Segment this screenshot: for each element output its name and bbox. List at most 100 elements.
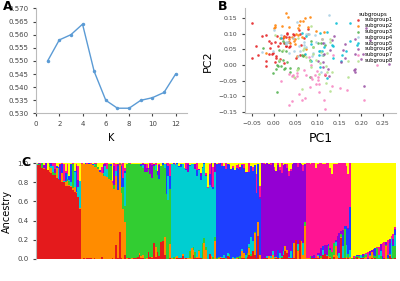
Bar bbox=[376, 248, 378, 259]
Bar bbox=[96, 167, 97, 259]
Bar bbox=[302, 165, 304, 171]
subgroup8 bbox=[301, 46, 308, 51]
Bar bbox=[340, 238, 342, 259]
Bar bbox=[243, 258, 245, 259]
Bar bbox=[61, 164, 63, 173]
Bar bbox=[299, 164, 301, 240]
Bar bbox=[356, 257, 358, 259]
Bar bbox=[142, 168, 144, 255]
Bar bbox=[101, 257, 102, 259]
subgroup1 bbox=[283, 44, 289, 48]
subgroup4 bbox=[284, 40, 291, 45]
Bar bbox=[187, 164, 189, 172]
Bar bbox=[79, 181, 81, 208]
Bar bbox=[63, 181, 65, 182]
Bar bbox=[369, 255, 371, 256]
subgroup1 bbox=[322, 73, 328, 77]
subgroup5 bbox=[302, 52, 308, 56]
Bar bbox=[347, 164, 349, 174]
Bar bbox=[200, 176, 202, 180]
subgroup5 bbox=[329, 43, 336, 47]
subgroup7 bbox=[278, 79, 284, 83]
Bar bbox=[286, 253, 288, 259]
Bar bbox=[243, 169, 245, 253]
Bar bbox=[223, 258, 225, 259]
Bar bbox=[259, 197, 261, 199]
Bar bbox=[349, 207, 351, 250]
Bar bbox=[94, 164, 96, 166]
subgroup1 bbox=[263, 58, 269, 63]
Bar bbox=[85, 164, 86, 259]
subgroup1 bbox=[301, 36, 308, 40]
Bar bbox=[261, 164, 263, 259]
Bar bbox=[146, 164, 148, 168]
subgroup6 bbox=[327, 48, 334, 52]
Bar bbox=[193, 255, 194, 259]
subgroup4 bbox=[326, 13, 333, 17]
Bar bbox=[347, 258, 349, 259]
subgroup1 bbox=[281, 41, 287, 46]
Bar bbox=[205, 247, 207, 250]
subgroup5 bbox=[321, 45, 327, 49]
Bar bbox=[241, 249, 243, 251]
Bar bbox=[60, 164, 61, 179]
Bar bbox=[367, 252, 369, 259]
subgroup6 bbox=[351, 68, 358, 72]
Bar bbox=[252, 251, 254, 259]
Bar bbox=[196, 170, 198, 176]
Bar bbox=[333, 164, 335, 243]
Bar bbox=[114, 166, 115, 185]
subgroup3 bbox=[278, 64, 284, 68]
Bar bbox=[99, 164, 101, 170]
subgroup1 bbox=[283, 44, 290, 49]
Bar bbox=[335, 240, 337, 241]
subgroup4 bbox=[320, 41, 327, 46]
subgroup1 bbox=[255, 53, 262, 58]
subgroup1 bbox=[286, 44, 292, 49]
Bar bbox=[337, 164, 338, 235]
subgroup7 bbox=[344, 88, 350, 92]
subgroup3 bbox=[260, 46, 266, 51]
Bar bbox=[274, 257, 276, 258]
Bar bbox=[36, 165, 38, 259]
Bar bbox=[196, 258, 198, 259]
subgroup8 bbox=[299, 48, 306, 53]
Bar bbox=[211, 164, 212, 187]
subgroup8 bbox=[328, 70, 335, 74]
Bar bbox=[304, 222, 306, 226]
Bar bbox=[124, 164, 126, 168]
Bar bbox=[250, 256, 252, 259]
subgroup3 bbox=[286, 66, 293, 70]
Bar bbox=[50, 166, 52, 168]
subgroup5 bbox=[303, 34, 309, 38]
Bar bbox=[104, 176, 106, 259]
subgroup4 bbox=[259, 50, 265, 55]
Bar bbox=[330, 248, 331, 249]
Bar bbox=[282, 251, 284, 255]
Bar bbox=[358, 256, 360, 258]
subgroup6 bbox=[352, 66, 358, 71]
Bar bbox=[88, 258, 90, 259]
Bar bbox=[355, 164, 356, 256]
Bar bbox=[49, 167, 50, 172]
subgroup5 bbox=[324, 30, 330, 34]
subgroup2 bbox=[279, 24, 286, 28]
Bar bbox=[340, 237, 342, 238]
subgroup5 bbox=[333, 21, 339, 25]
Bar bbox=[212, 189, 214, 257]
Bar bbox=[248, 172, 250, 244]
Bar bbox=[254, 255, 256, 259]
Bar bbox=[236, 257, 238, 258]
Bar bbox=[218, 257, 220, 259]
Bar bbox=[130, 164, 132, 259]
subgroup1 bbox=[297, 52, 304, 57]
Bar bbox=[230, 169, 232, 259]
subgroup6 bbox=[367, 38, 373, 42]
subgroup8 bbox=[327, 36, 333, 41]
Bar bbox=[101, 173, 102, 257]
Bar bbox=[274, 167, 276, 169]
Bar bbox=[222, 164, 223, 166]
Bar bbox=[151, 257, 153, 258]
Bar bbox=[270, 164, 272, 165]
Bar bbox=[390, 164, 392, 236]
